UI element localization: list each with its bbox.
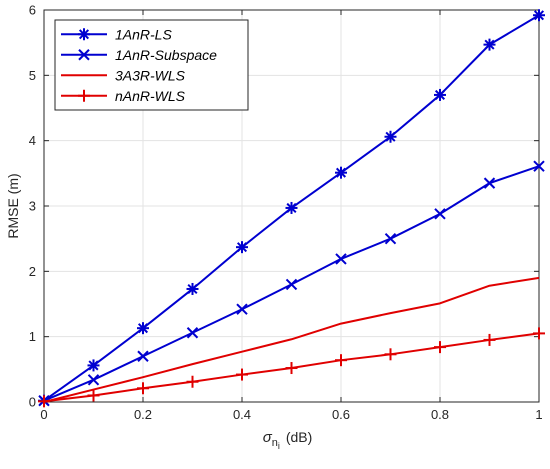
legend-entry: 1AnR-LS	[61, 26, 172, 42]
series-lines	[38, 9, 545, 408]
data-point	[236, 241, 248, 254]
data-point	[384, 232, 397, 245]
data-point	[533, 9, 545, 22]
legend-entry: 1AnR-Subspace	[61, 47, 217, 63]
x-tick-label: 0.6	[332, 407, 350, 422]
data-point	[434, 88, 446, 101]
legend-entry: 3A3R-WLS	[61, 67, 186, 83]
legend-marker	[78, 49, 90, 61]
legend-entry: nAnR-WLS	[61, 88, 186, 104]
y-axis-label: RMSE (m)	[5, 173, 21, 238]
legend-label: 1AnR-LS	[115, 26, 172, 42]
x-tick-label: 0.8	[431, 407, 449, 422]
legend-marker	[78, 28, 90, 41]
y-tick-label: 1	[29, 329, 36, 344]
x-tick-label: 0.4	[233, 407, 251, 422]
series-nanr-wls	[38, 327, 545, 408]
data-point	[38, 395, 50, 408]
data-point	[137, 350, 149, 362]
y-tick-label: 0	[29, 395, 36, 410]
data-point	[137, 322, 149, 335]
y-tick-label: 6	[29, 3, 36, 18]
series-3a3r-wls	[43, 276, 540, 403]
x-tick-label: 0.2	[134, 407, 152, 422]
data-point	[335, 166, 347, 179]
data-point	[483, 177, 496, 189]
legend-marker	[78, 89, 90, 102]
series-line	[43, 276, 540, 403]
x-tick-label: 1	[535, 407, 542, 422]
x-axis-label-subscript: n	[272, 437, 278, 449]
data-point	[384, 348, 397, 361]
data-point	[483, 38, 496, 51]
data-point	[384, 130, 397, 143]
x-axis-label-symbol: σ	[263, 429, 273, 446]
data-point	[285, 201, 298, 214]
data-point	[186, 327, 199, 339]
x-axis-label-unit: (dB)	[286, 429, 312, 445]
data-point	[186, 282, 199, 295]
data-point	[335, 354, 347, 367]
x-axis-label: σni (dB)	[263, 429, 313, 451]
data-point	[533, 160, 545, 172]
data-point	[434, 341, 446, 354]
x-tick-label: 0	[40, 407, 47, 422]
data-point	[285, 362, 298, 375]
data-point	[87, 374, 100, 386]
series-1anr-subspace	[38, 160, 545, 407]
series-1anr-ls	[38, 9, 545, 407]
data-point	[87, 389, 100, 402]
data-point	[533, 327, 545, 340]
axis-ticks: 0 0.2 0.4 0.6 0.8 1 0 1 2 3 4 5 6	[29, 3, 543, 423]
data-point	[137, 382, 149, 395]
y-tick-label: 4	[29, 133, 36, 148]
data-point	[434, 208, 446, 220]
data-point	[285, 278, 298, 291]
y-tick-label: 5	[29, 68, 36, 83]
data-point	[335, 253, 347, 265]
data-point	[87, 359, 100, 372]
legend-label: nAnR-WLS	[115, 88, 186, 104]
y-tick-label: 2	[29, 264, 36, 279]
data-point	[483, 333, 496, 346]
legend: 1AnR-LS 1AnR-Subspace 3A3R-WLS nAnR-WLS	[54, 19, 249, 111]
data-point	[236, 303, 248, 315]
data-point	[236, 368, 248, 381]
legend-label: 3A3R-WLS	[115, 67, 186, 83]
y-tick-label: 3	[29, 199, 36, 214]
legend-label: 1AnR-Subspace	[115, 47, 217, 63]
x-axis-label-subsubscript: i	[278, 441, 280, 451]
data-point	[186, 375, 199, 388]
